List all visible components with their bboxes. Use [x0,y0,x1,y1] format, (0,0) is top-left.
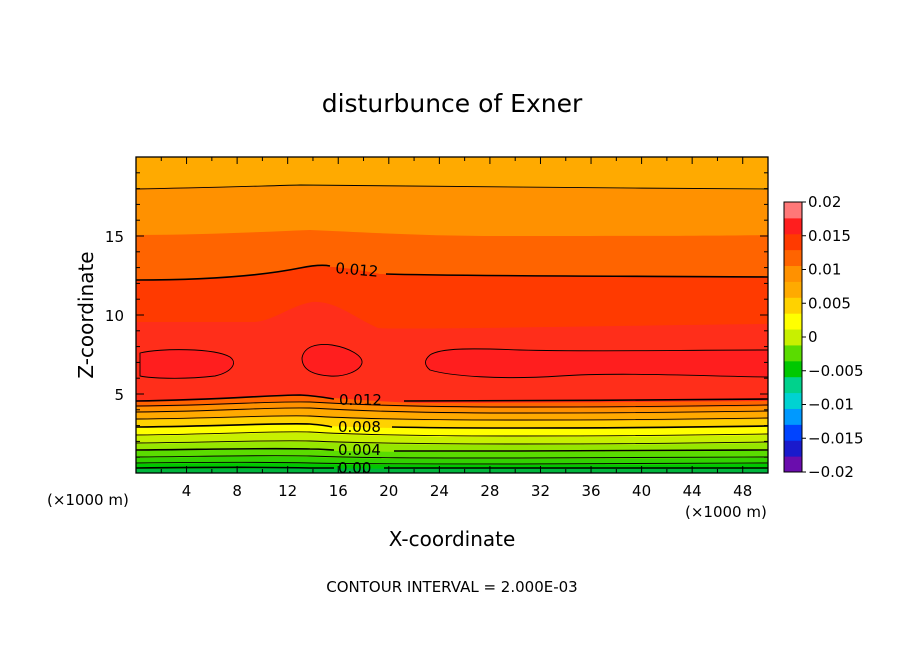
colorbar-swatch [784,424,802,441]
colorbar-tick-label: −0.015 [808,429,864,447]
x-tick-label: 28 [480,482,499,500]
colorbar-swatch [784,249,802,267]
contour-line-0.004 [136,447,768,452]
contour-line-0.011 [136,401,768,408]
y-tick-label: 5 [114,386,124,404]
contour-line-0.002 [136,461,768,465]
contour-lines [136,184,768,469]
colorbar-swatch [784,202,802,219]
colorbar-tick-label: 0.01 [808,261,841,279]
colorbar-swatch [784,329,802,346]
y-tick-label: 15 [105,228,124,246]
y-tick-label: 10 [105,307,124,325]
colorbar-swatch [784,344,802,362]
x-tick-label: 20 [379,482,398,500]
contour-line-0.000 [136,466,768,469]
contour-fill [136,157,768,473]
colorbar-swatch [784,297,802,314]
contour-label: 0.00 [338,459,371,477]
x-tick-label: 4 [182,482,192,500]
colorbar-tick-label: 0.015 [808,227,851,245]
colorbar-swatch [784,360,802,378]
colorbar-swatch [784,281,802,298]
colorbar-swatch [784,440,802,457]
x-unit-label: (×1000 m) [685,503,767,521]
colorbar-swatch [784,392,802,409]
colorbar: 0.02 0.015 0.01 0.005 0 −0.005 −0.01 −0.015 −0.0… [783,193,864,481]
y-axis-ticks: 5 10 15 [105,172,768,458]
contour-label: 0.012 [335,259,379,281]
y-axis-label: Z-coordinate [74,251,98,378]
contour-line-0.008 [136,422,768,429]
contour-line-0.007 [136,431,768,437]
colorbar-swatch [784,408,802,425]
contour-line-0.010-top [136,184,768,190]
y-unit-label: (×1000 m) [47,491,129,509]
contour-line-0.012-upper [136,264,768,281]
contour-interval-note: CONTOUR INTERVAL = 2.000E-03 [326,578,577,596]
colorbar-tick-label: 0 [808,328,818,346]
x-tick-label: 12 [278,482,297,500]
x-axis-label: X-coordinate [389,527,516,551]
contour-label: 0.008 [338,418,381,436]
max-cell-left [139,349,234,379]
contour-line-0.003 [136,455,768,459]
colorbar-swatch [784,456,802,473]
x-tick-label: 32 [531,482,550,500]
contour-label: 0.012 [339,391,382,409]
band-0.009 [136,157,768,190]
colorbar-swatch [784,233,802,251]
x-tick-label: 44 [683,482,702,500]
x-tick-label: 16 [329,482,348,500]
colorbar-swatch [784,265,802,282]
max-cell-center [301,344,363,377]
colorbar-swatch [784,217,802,235]
contour-line-0.006 [136,440,768,445]
x-tick-label: 40 [632,482,651,500]
band-0.001 [136,468,768,473]
contour-line-0.009 [136,415,768,421]
colorbar-swatch [784,376,802,394]
x-tick-label: 36 [581,482,600,500]
colorbar-tick-label: −0.02 [808,463,854,481]
colorbar-tick-label: 0.005 [808,294,851,312]
colorbar-tick-label: −0.01 [808,396,854,414]
chart-title: disturbunce of Exner [322,89,583,118]
x-tick-label: 48 [733,482,752,500]
colorbar-tick-label: 0.02 [808,193,841,211]
contour-label: 0.004 [338,441,381,459]
x-axis-ticks: 4 8 12 16 20 24 28 32 36 40 44 48 [160,157,752,500]
x-tick-label: 24 [430,482,449,500]
contour-line-0.010 [136,407,768,414]
x-tick-label: 8 [232,482,242,500]
colorbar-swatch [784,313,802,330]
contour-line-0.012-lower [136,394,768,402]
max-cell-right [425,348,768,379]
colorbar-tick-label: −0.005 [808,362,864,380]
